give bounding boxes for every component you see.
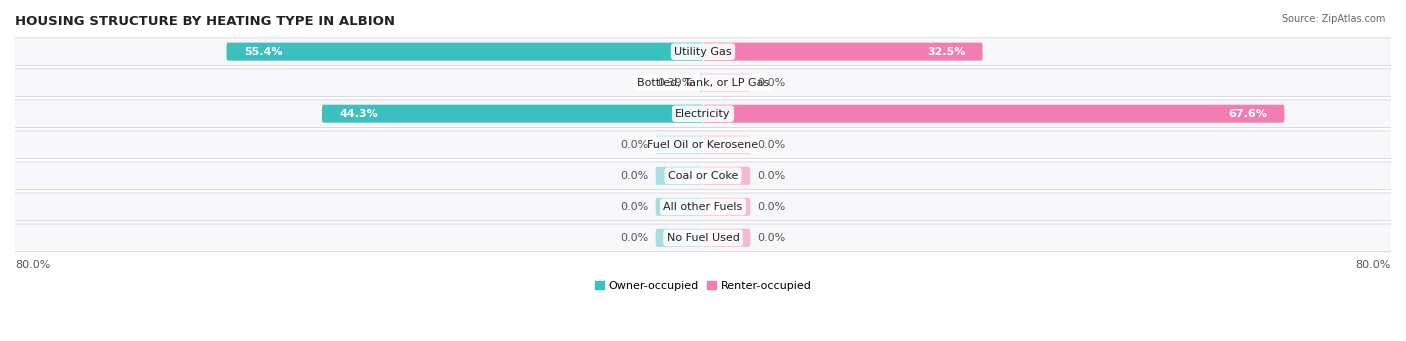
Text: HOUSING STRUCTURE BY HEATING TYPE IN ALBION: HOUSING STRUCTURE BY HEATING TYPE IN ALB… (15, 15, 395, 28)
Text: 32.5%: 32.5% (927, 47, 966, 57)
Text: 0.39%: 0.39% (658, 78, 693, 88)
FancyBboxPatch shape (4, 38, 1402, 65)
FancyBboxPatch shape (703, 43, 983, 61)
Text: 80.0%: 80.0% (1355, 260, 1391, 270)
Text: All other Fuels: All other Fuels (664, 202, 742, 212)
FancyBboxPatch shape (1, 38, 1405, 66)
Text: No Fuel Used: No Fuel Used (666, 233, 740, 243)
Text: Coal or Coke: Coal or Coke (668, 171, 738, 181)
FancyBboxPatch shape (703, 74, 751, 92)
FancyBboxPatch shape (703, 105, 1284, 123)
Text: 0.0%: 0.0% (620, 202, 648, 212)
FancyBboxPatch shape (703, 136, 751, 154)
FancyBboxPatch shape (1, 224, 1405, 252)
FancyBboxPatch shape (703, 198, 751, 216)
Text: Electricity: Electricity (675, 109, 731, 119)
Text: 0.0%: 0.0% (758, 171, 786, 181)
Text: Fuel Oil or Kerosene: Fuel Oil or Kerosene (647, 140, 759, 150)
Text: 0.0%: 0.0% (758, 78, 786, 88)
FancyBboxPatch shape (4, 69, 1402, 96)
FancyBboxPatch shape (655, 198, 703, 216)
FancyBboxPatch shape (703, 167, 751, 185)
FancyBboxPatch shape (1, 100, 1405, 128)
FancyBboxPatch shape (4, 131, 1402, 158)
Text: 55.4%: 55.4% (243, 47, 283, 57)
Text: Utility Gas: Utility Gas (675, 47, 731, 57)
FancyBboxPatch shape (700, 74, 703, 92)
FancyBboxPatch shape (1, 131, 1405, 159)
Text: 0.0%: 0.0% (758, 140, 786, 150)
Text: Bottled, Tank, or LP Gas: Bottled, Tank, or LP Gas (637, 78, 769, 88)
Text: 0.0%: 0.0% (620, 140, 648, 150)
FancyBboxPatch shape (4, 224, 1402, 251)
Text: 0.0%: 0.0% (620, 171, 648, 181)
FancyBboxPatch shape (1, 69, 1405, 97)
Text: 67.6%: 67.6% (1229, 109, 1267, 119)
FancyBboxPatch shape (1, 162, 1405, 190)
FancyBboxPatch shape (322, 105, 703, 123)
FancyBboxPatch shape (1, 193, 1405, 221)
FancyBboxPatch shape (703, 229, 751, 247)
Text: 44.3%: 44.3% (339, 109, 378, 119)
Text: Source: ZipAtlas.com: Source: ZipAtlas.com (1281, 14, 1385, 24)
Text: 0.0%: 0.0% (620, 233, 648, 243)
FancyBboxPatch shape (4, 162, 1402, 189)
FancyBboxPatch shape (655, 229, 703, 247)
FancyBboxPatch shape (655, 136, 703, 154)
FancyBboxPatch shape (4, 193, 1402, 220)
Text: 80.0%: 80.0% (15, 260, 51, 270)
Legend: Owner-occupied, Renter-occupied: Owner-occupied, Renter-occupied (591, 277, 815, 296)
FancyBboxPatch shape (655, 167, 703, 185)
FancyBboxPatch shape (226, 43, 703, 61)
Text: 0.0%: 0.0% (758, 202, 786, 212)
FancyBboxPatch shape (4, 100, 1402, 127)
Text: 0.0%: 0.0% (758, 233, 786, 243)
